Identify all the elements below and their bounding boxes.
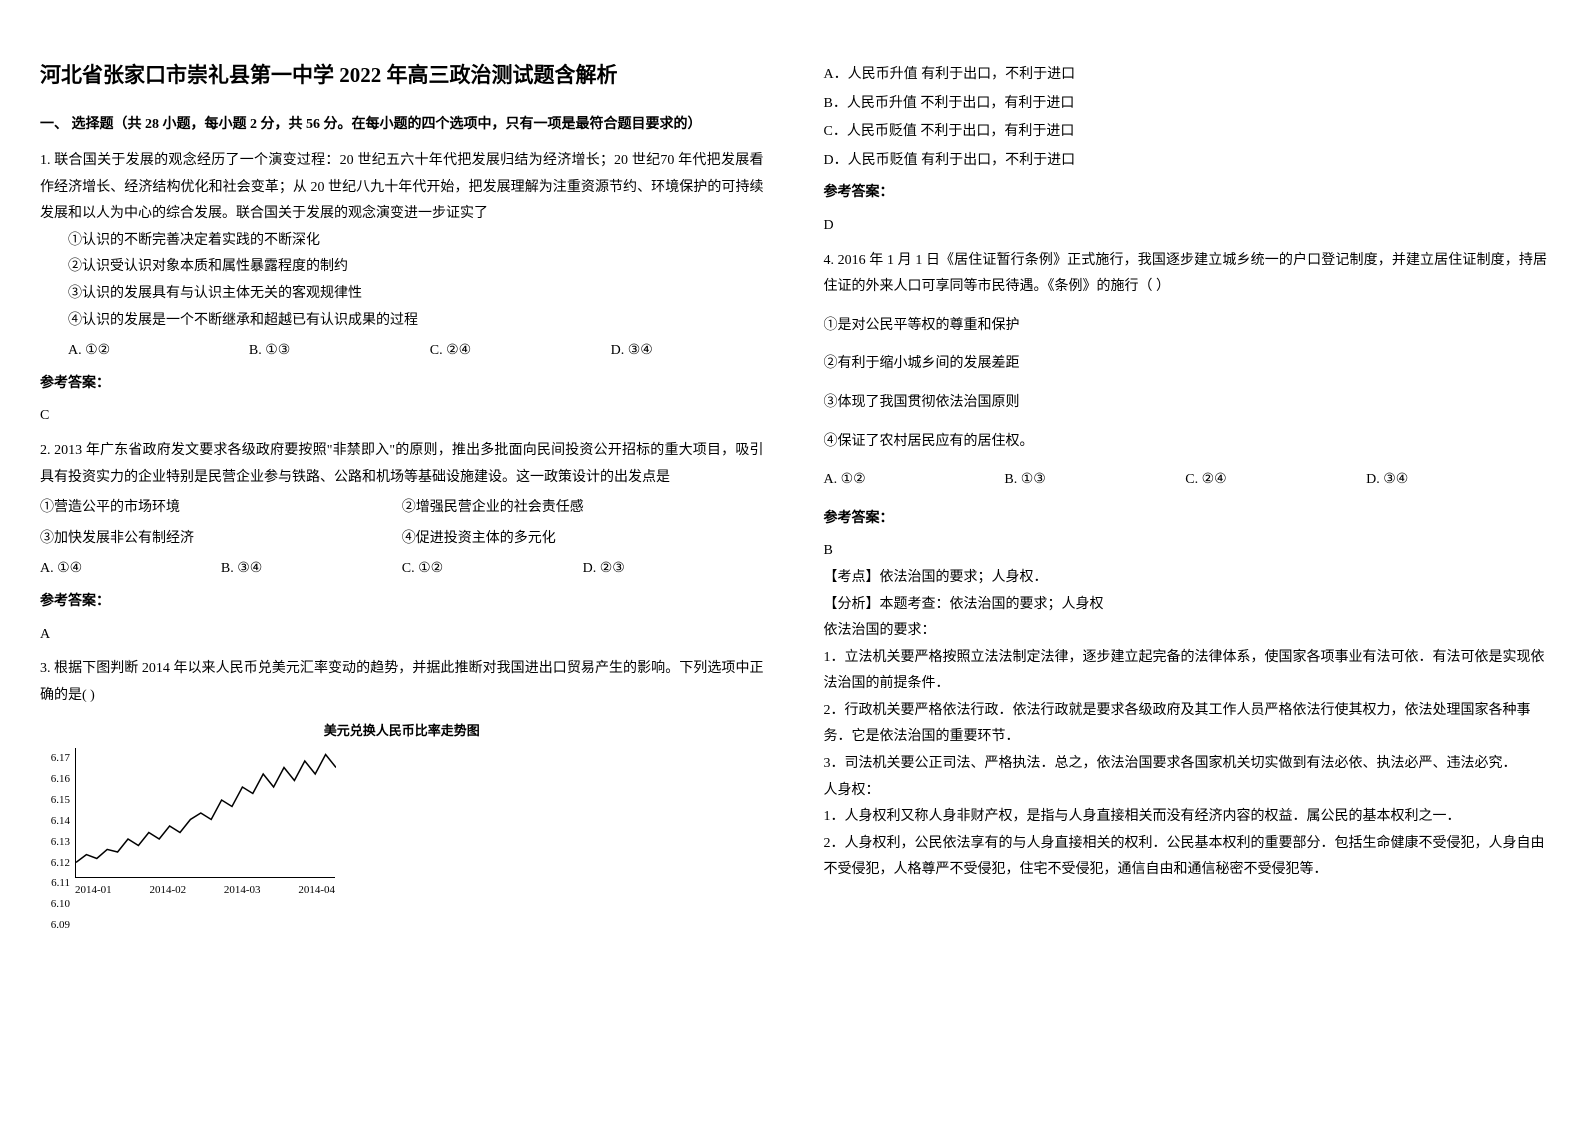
- chart-title: 美元兑换人民币比率走势图: [40, 719, 764, 744]
- q3-answer-label: 参考答案：: [824, 180, 1548, 207]
- q4-optB: B. ①③: [1004, 467, 1185, 494]
- q2-optD: D. ②③: [583, 556, 764, 583]
- q2-optC: C. ①②: [402, 556, 583, 583]
- q4-optD: D. ③④: [1366, 467, 1547, 494]
- q1-sub3: ③认识的发展具有与认识主体无关的客观规律性: [40, 281, 764, 308]
- q4-exp9: 2．人身权利，公民依法享有的与人身直接相关的权利．公民基本权利的重要部分．包括生…: [824, 831, 1548, 884]
- q4-exp1: 【考点】依法治国的要求；人身权．: [824, 565, 1548, 592]
- q4-exp7: 人身权：: [824, 778, 1548, 805]
- q1-optC: C. ②④: [402, 338, 583, 365]
- q4-exp4: 1．立法机关要严格按照立法法制定法律，逐步建立起完备的法律体系，使国家各项事业有…: [824, 645, 1548, 698]
- q2-sub3: ③加快发展非公有制经济: [40, 526, 402, 553]
- q4-exp3: 依法治国的要求：: [824, 618, 1548, 645]
- q4-answer-label: 参考答案：: [824, 506, 1548, 533]
- chart-y-axis: 6.176.166.156.146.136.126.116.106.09: [40, 748, 70, 878]
- question-2-stem: 2. 2013 年广东省政府发文要求各级政府要按照"非禁即入"的原则，推出多批面…: [40, 438, 764, 491]
- q2-sub1: ①营造公平的市场环境: [40, 495, 402, 522]
- chart-plot-area: [75, 748, 335, 878]
- q2-options: A. ①④ B. ③④ C. ①② D. ②③: [40, 556, 764, 583]
- exchange-rate-chart: 6.176.166.156.146.136.126.116.106.09 201…: [40, 748, 350, 898]
- q4-sub3: ③体现了我国贯彻依法治国原则: [824, 390, 1548, 417]
- q2-optA: A. ①④: [40, 556, 221, 583]
- q4-answer: B: [824, 538, 1548, 565]
- q3-optA: A．人民币升值 有利于出口，不利于进口: [824, 62, 1548, 89]
- left-column: 河北省张家口市崇礼县第一中学 2022 年高三政治测试题含解析 一、 选择题（共…: [40, 60, 764, 898]
- exam-page: 河北省张家口市崇礼县第一中学 2022 年高三政治测试题含解析 一、 选择题（共…: [40, 60, 1547, 898]
- q3-optC: C．人民币贬值 不利于出口，有利于进口: [824, 119, 1548, 146]
- q1-sub2: ②认识受认识对象本质和属性暴露程度的制约: [40, 254, 764, 281]
- question-1-stem: 1. 联合国关于发展的观念经历了一个演变过程：20 世纪五六十年代把发展归结为经…: [40, 148, 764, 228]
- q2-sub2: ②增强民营企业的社会责任感: [402, 495, 764, 522]
- chart-container: 美元兑换人民币比率走势图 6.176.166.156.146.136.126.1…: [40, 719, 764, 898]
- q2-answer-label: 参考答案：: [40, 589, 764, 616]
- q2-subs-row2: ③加快发展非公有制经济 ④促进投资主体的多元化: [40, 526, 764, 553]
- q4-options: A. ①② B. ①③ C. ②④ D. ③④: [824, 467, 1548, 494]
- q4-exp8: 1．人身权利又称人身非财产权，是指与人身直接相关而没有经济内容的权益．属公民的基…: [824, 804, 1548, 831]
- q1-options: A. ①② B. ①③ C. ②④ D. ③④: [40, 338, 764, 365]
- q4-exp2: 【分析】本题考查：依法治国的要求；人身权: [824, 592, 1548, 619]
- q1-sub1: ①认识的不断完善决定着实践的不断深化: [40, 228, 764, 255]
- q2-sub4: ④促进投资主体的多元化: [402, 526, 764, 553]
- q4-optC: C. ②④: [1185, 467, 1366, 494]
- q2-answer: A: [40, 622, 764, 649]
- section-header: 一、 选择题（共 28 小题，每小题 2 分，共 56 分。在每小题的四个选项中…: [40, 112, 764, 139]
- q4-optA: A. ①②: [824, 467, 1005, 494]
- q4-sub4: ④保证了农村居民应有的居住权。: [824, 429, 1548, 456]
- question-4-stem: 4. 2016 年 1 月 1 日《居住证暂行条例》正式施行，我国逐步建立城乡统…: [824, 248, 1548, 301]
- q2-subs-row1: ①营造公平的市场环境 ②增强民营企业的社会责任感: [40, 495, 764, 522]
- right-column: A．人民币升值 有利于出口，不利于进口 B．人民币升值 不利于出口，有利于进口 …: [824, 60, 1548, 898]
- q1-sub4: ④认识的发展是一个不断继承和超越已有认识成果的过程: [40, 308, 764, 335]
- q3-optB: B．人民币升值 不利于出口，有利于进口: [824, 91, 1548, 118]
- q4-exp5: 2．行政机关要严格依法行政．依法行政就是要求各级政府及其工作人员严格依法行使其权…: [824, 698, 1548, 751]
- q1-answer-label: 参考答案：: [40, 371, 764, 398]
- q1-optA: A. ①②: [40, 338, 221, 365]
- q3-answer: D: [824, 213, 1548, 240]
- q1-optD: D. ③④: [583, 338, 764, 365]
- question-3-stem: 3. 根据下图判断 2014 年以来人民币兑美元汇率变动的趋势，并据此推断对我国…: [40, 656, 764, 709]
- q2-optB: B. ③④: [221, 556, 402, 583]
- q1-answer: C: [40, 403, 764, 430]
- q4-sub2: ②有利于缩小城乡间的发展差距: [824, 351, 1548, 378]
- q4-exp6: 3．司法机关要公正司法、严格执法．总之，依法治国要求各国家机关切实做到有法必依、…: [824, 751, 1548, 778]
- exam-title: 河北省张家口市崇礼县第一中学 2022 年高三政治测试题含解析: [40, 60, 764, 92]
- chart-line-svg: [76, 748, 336, 878]
- q3-optD: D．人民币贬值 有利于出口，不利于进口: [824, 148, 1548, 175]
- q4-sub1: ①是对公民平等权的尊重和保护: [824, 313, 1548, 340]
- q1-optB: B. ①③: [221, 338, 402, 365]
- chart-x-axis: 2014-012014-022014-032014-04: [75, 880, 335, 901]
